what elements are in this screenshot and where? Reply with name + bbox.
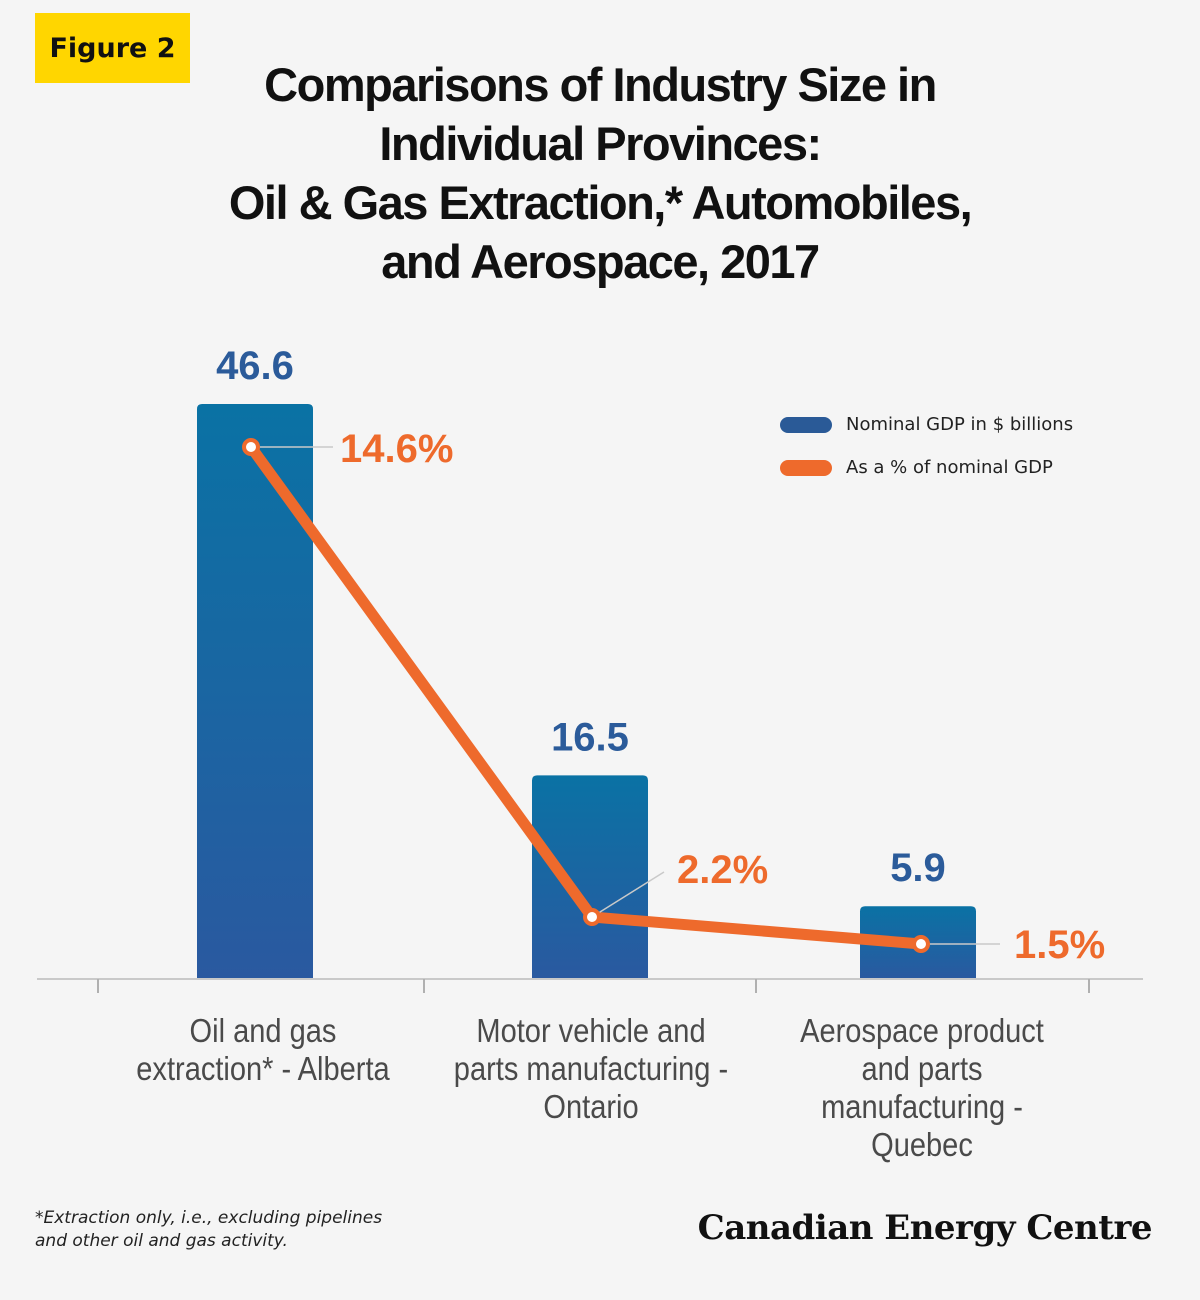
legend-swatch-gdp [780,416,832,433]
category-label-line: parts manufacturing - [453,1050,729,1087]
bar-gdp-1 [197,403,313,979]
figure-badge: Figure 2 [35,13,190,83]
line-value-label-1: 14.6% [340,427,453,471]
chart-legend: Nominal GDP in $ billions As a % of nomi… [780,403,1073,489]
legend-item-gdp: Nominal GDP in $ billions [780,403,1073,446]
category-label-2: Motor vehicle and parts manufacturing - … [446,1012,736,1126]
footnote-line-1: *Extraction only, i.e., excluding pipeli… [35,1208,383,1228]
footnote-line-2: and other oil and gas activity. [35,1231,288,1251]
category-label-line: and parts [861,1050,983,1087]
line-point-1 [242,438,260,456]
category-label-line: manufacturing - Quebec [821,1088,1023,1163]
category-label-line: extraction* - Alberta [136,1050,390,1087]
bar-gdp-2 [532,775,648,979]
leader-line-2 [591,871,665,918]
brand-logo: Canadian Energy Centre [697,1208,1153,1248]
category-label-line: Aerospace product [800,1012,1044,1049]
title-line-2: Individual Provinces: [379,117,822,170]
line-value-label-3: 1.5% [1014,923,1105,967]
legend-label-gdp: Nominal GDP in $ billions [846,414,1074,435]
line-point-3 [912,935,930,953]
legend-label-pct: As a % of nominal GDP [846,457,1053,478]
figure-label: Figure 2 [49,32,176,64]
line-point-2 [583,908,601,926]
legend-item-pct: As a % of nominal GDP [780,446,1073,489]
title-line-4: and Aerospace, 2017 [381,235,820,288]
title-line-3: Oil & Gas Extraction,* Automobiles, [228,176,973,229]
bar-value-label-1: 46.6 [216,344,294,388]
category-label-1: Oil and gas extraction* - Alberta [118,1012,408,1088]
category-label-3: Aerospace product and parts manufacturin… [777,1012,1067,1164]
category-label-line: Oil and gas [189,1012,337,1049]
chart-title: Comparisons of Industry Size in Individu… [150,55,1050,291]
line-value-label-2: 2.2% [677,848,768,892]
title-line-1: Comparisons of Industry Size in [264,58,937,111]
category-label-line: Motor vehicle and [476,1012,706,1049]
footnote: *Extraction only, i.e., excluding pipeli… [35,1207,382,1253]
legend-swatch-pct [780,459,832,476]
category-label-line: Ontario [543,1088,639,1125]
bar-value-label-2: 16.5 [551,715,629,759]
bar-value-label-3: 5.9 [890,846,946,890]
